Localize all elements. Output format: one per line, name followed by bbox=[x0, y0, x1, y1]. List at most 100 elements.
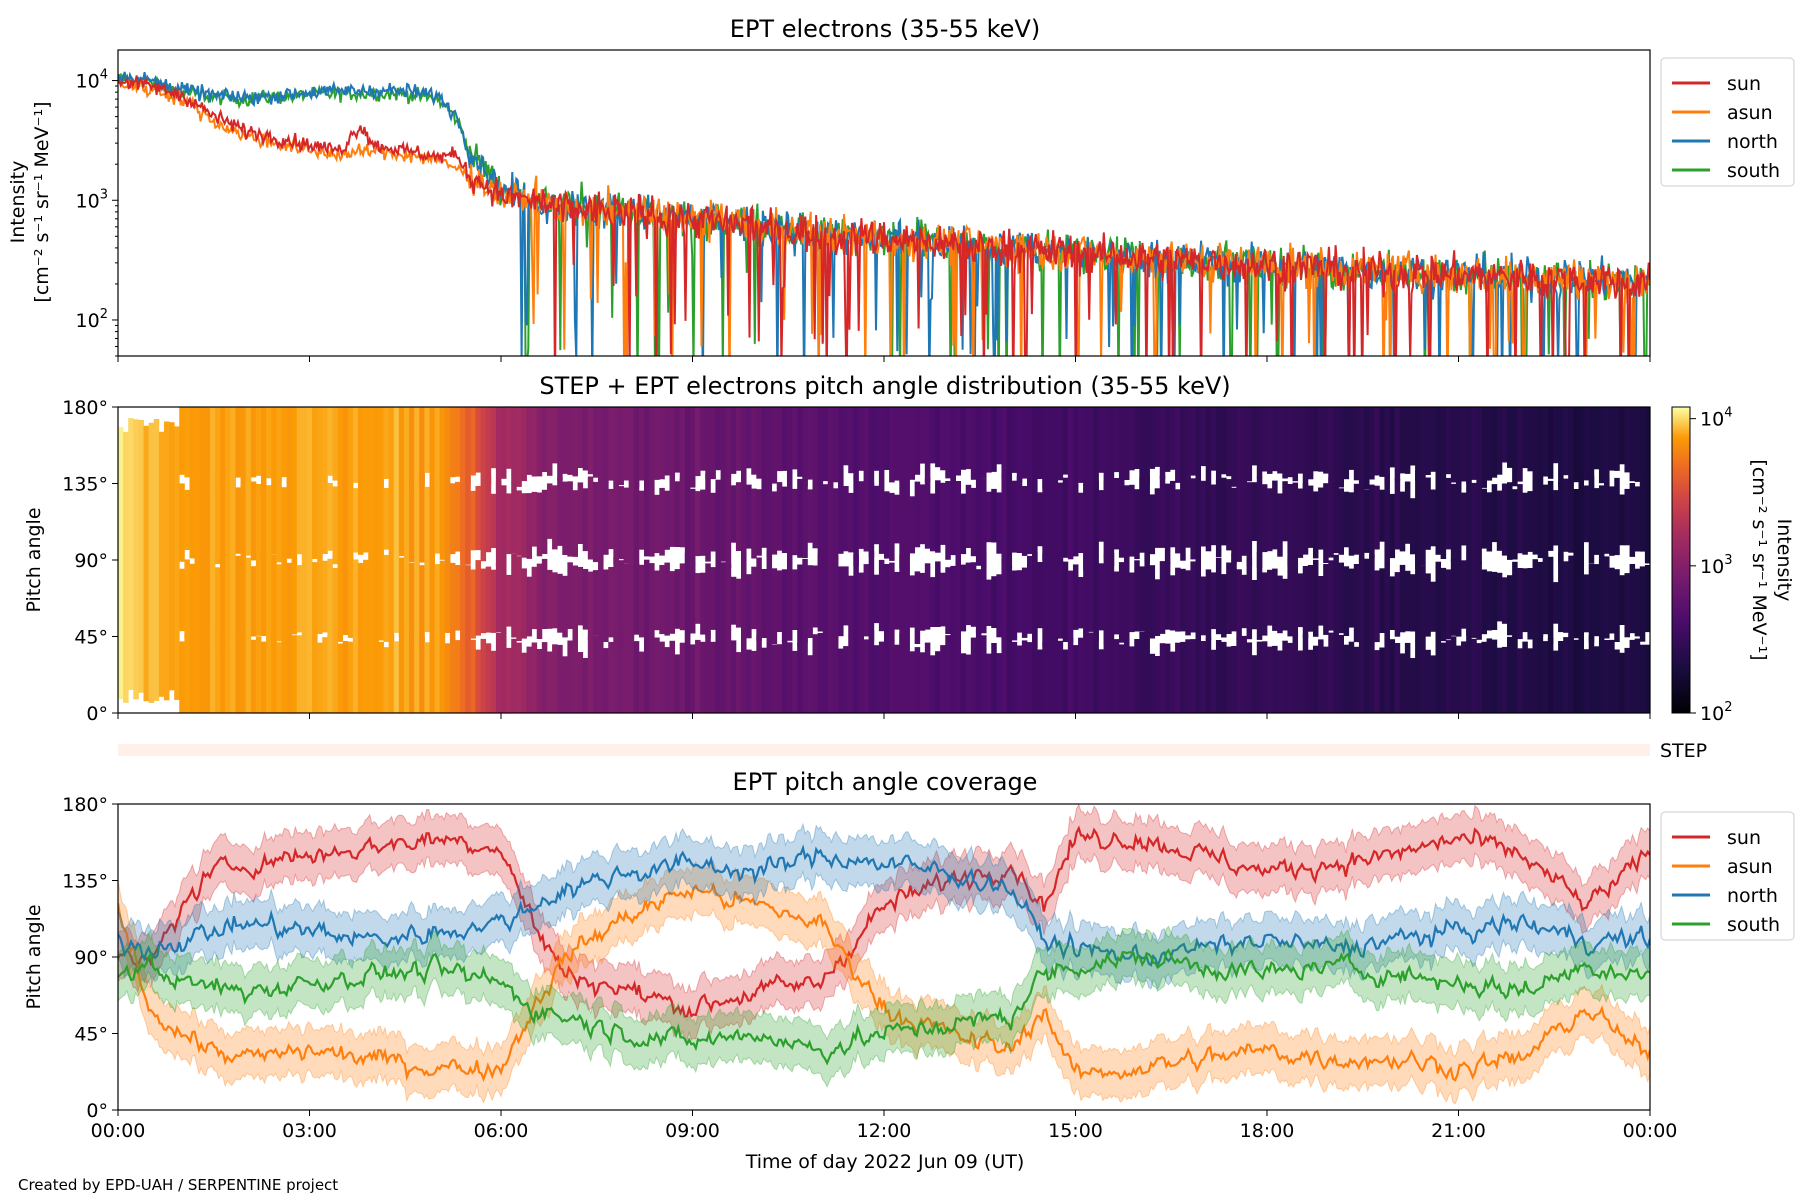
pad-title: STEP + EPT electrons pitch angle distrib… bbox=[539, 372, 1230, 400]
heatmap-cell bbox=[822, 484, 829, 567]
heatmap-cell bbox=[807, 407, 813, 480]
heatmap-cell bbox=[1226, 407, 1232, 477]
heatmap-cell bbox=[1052, 634, 1059, 713]
heatmap-cell bbox=[1563, 561, 1569, 633]
heatmap-cell bbox=[1476, 407, 1482, 491]
heatmap-cell bbox=[1364, 638, 1370, 713]
heatmap-cell bbox=[516, 642, 522, 713]
heatmap-cell bbox=[1016, 570, 1023, 633]
heatmap-cell bbox=[1124, 407, 1130, 480]
heatmap-cell bbox=[490, 650, 497, 713]
heatmap-cell bbox=[1588, 407, 1595, 488]
heatmap-cell bbox=[981, 478, 987, 566]
x-tick-label: 06:00 bbox=[474, 1120, 529, 1142]
heatmap-cell bbox=[1573, 489, 1579, 560]
heatmap-cell bbox=[419, 471, 425, 563]
heatmap-cell bbox=[735, 407, 742, 471]
heatmap-cell bbox=[669, 571, 676, 634]
heatmap-cell bbox=[1241, 635, 1247, 713]
heatmap-cell bbox=[322, 482, 328, 554]
heatmap-cell bbox=[838, 566, 844, 637]
heatmap-cell bbox=[250, 407, 257, 478]
heatmap-cell bbox=[1205, 407, 1212, 490]
heatmap-cell bbox=[1149, 565, 1156, 639]
heatmap-cell bbox=[1450, 483, 1457, 562]
heatmap-cell bbox=[358, 407, 364, 490]
heatmap-cell bbox=[827, 560, 834, 643]
heatmap-cell bbox=[1231, 646, 1237, 713]
heatmap-cell bbox=[230, 557, 236, 646]
heatmap-cell bbox=[894, 494, 900, 544]
heatmap-cell bbox=[286, 641, 293, 713]
heatmap-cell bbox=[1026, 555, 1033, 634]
heatmap-cell bbox=[424, 486, 430, 565]
heatmap-cell bbox=[398, 482, 405, 557]
heatmap-cell bbox=[358, 633, 364, 713]
heatmap-cell bbox=[266, 407, 272, 479]
heatmap-cell bbox=[1113, 478, 1120, 550]
heatmap-cell bbox=[945, 407, 951, 479]
heatmap-cell bbox=[679, 563, 686, 631]
heatmap-cell bbox=[715, 559, 721, 637]
coverage-axes-frame bbox=[117, 803, 1651, 1111]
heatmap-cell bbox=[342, 407, 349, 491]
heatmap-cell bbox=[475, 407, 481, 473]
heatmap-cell bbox=[225, 407, 231, 494]
intensity-lines bbox=[118, 71, 1650, 356]
heatmap-cell bbox=[1241, 407, 1247, 484]
heatmap-cell bbox=[695, 639, 701, 713]
heatmap-cell bbox=[306, 407, 313, 490]
heatmap-cell bbox=[1358, 407, 1365, 480]
heatmap-cell bbox=[1409, 498, 1416, 555]
heatmap-cell bbox=[1588, 476, 1595, 564]
heatmap-cell bbox=[1353, 407, 1360, 481]
heatmap-cell bbox=[1210, 649, 1217, 713]
y-tick-label: 135° bbox=[62, 871, 108, 893]
heatmap-cell bbox=[1471, 482, 1477, 559]
heatmap-cell bbox=[894, 571, 900, 630]
heatmap-cell bbox=[1221, 574, 1227, 638]
heatmap-cell bbox=[1067, 637, 1074, 713]
heatmap-cell bbox=[1164, 407, 1171, 472]
heatmap-cell bbox=[1593, 407, 1600, 470]
heatmap-cell bbox=[603, 569, 609, 642]
heatmap-cell bbox=[786, 407, 793, 479]
heatmap-cell bbox=[1318, 639, 1324, 713]
heatmap-cell bbox=[1563, 637, 1569, 713]
colorbar-tick-label: 104 bbox=[1700, 406, 1732, 431]
heatmap-cell bbox=[1384, 472, 1390, 565]
heatmap-cell bbox=[1057, 640, 1064, 713]
heatmap-cell bbox=[552, 485, 558, 550]
heatmap-cell bbox=[1021, 407, 1028, 479]
heatmap-cell bbox=[495, 407, 502, 491]
pad-panel: STEP + EPT electrons pitch angle distrib… bbox=[23, 372, 1795, 725]
heatmap-cell bbox=[342, 641, 349, 713]
heatmap-cell bbox=[470, 639, 476, 713]
heatmap-cell bbox=[1042, 553, 1048, 647]
heatmap-cell bbox=[220, 407, 226, 483]
heatmap-cell bbox=[449, 407, 456, 478]
heatmap-cell bbox=[827, 475, 834, 565]
heatmap-cell bbox=[1067, 570, 1074, 643]
heatmap-cell bbox=[1277, 407, 1283, 474]
heatmap-cell bbox=[1078, 407, 1084, 483]
heatmap-cell bbox=[424, 642, 430, 713]
colorbar-units: [cm⁻² s⁻¹ sr⁻¹ MeV⁻¹] bbox=[1748, 459, 1770, 660]
heatmap-cell bbox=[337, 567, 344, 642]
heatmap-cell bbox=[1302, 634, 1309, 713]
heatmap-cell bbox=[429, 637, 436, 713]
heatmap-cell bbox=[506, 407, 512, 469]
heatmap-cell bbox=[429, 471, 436, 567]
heatmap-cell bbox=[1134, 560, 1140, 632]
heatmap-cell bbox=[1527, 648, 1533, 713]
heatmap-cell bbox=[1384, 562, 1390, 646]
heatmap-cell bbox=[511, 638, 517, 713]
heatmap-cell bbox=[684, 629, 691, 713]
heatmap-cell bbox=[1057, 482, 1064, 567]
heatmap-cell bbox=[1507, 482, 1513, 560]
heatmap-cell bbox=[1639, 566, 1646, 642]
heatmap-cell bbox=[260, 480, 267, 559]
heatmap-cell bbox=[1512, 489, 1518, 560]
heatmap-cell bbox=[1215, 558, 1222, 635]
y-tick-label: 103 bbox=[76, 187, 108, 212]
